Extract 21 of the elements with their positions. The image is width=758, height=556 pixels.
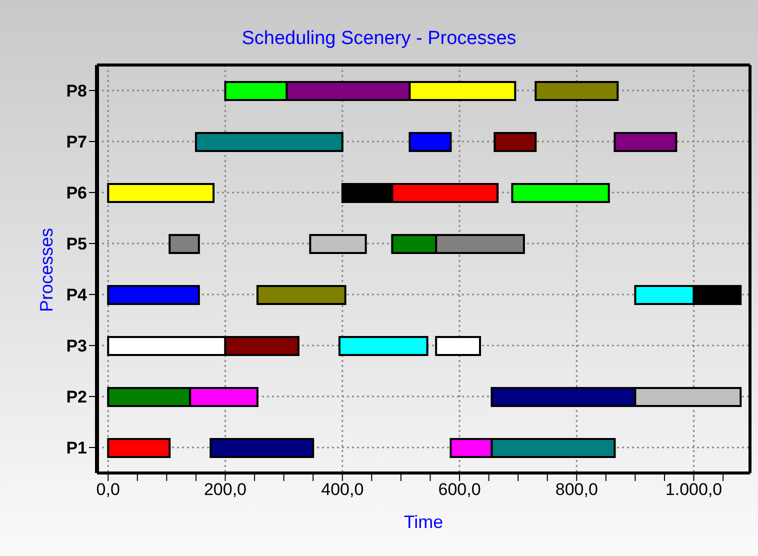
y-tick-label: P8	[66, 82, 87, 101]
x-tick-label: 1.000,0	[665, 480, 722, 500]
y-axis-title: Processes	[36, 228, 58, 312]
bar	[210, 438, 314, 458]
x-tick-label: 600,0	[438, 480, 481, 500]
chart-title: Scheduling Scenery - Processes	[240, 28, 518, 50]
bar	[338, 336, 428, 356]
x-axis-title: Time	[402, 512, 444, 533]
y-tick-label: P7	[66, 132, 87, 152]
x-tick-label: 200,0	[204, 480, 247, 500]
x-tick-label: 400,0	[321, 480, 364, 500]
bar	[107, 183, 215, 203]
x-tick-label: 0,0	[96, 480, 120, 500]
y-tick-label: P6	[66, 184, 87, 203]
y-tick-label: P3	[66, 336, 87, 356]
x-tick-label: 800,0	[555, 480, 598, 500]
y-tick-label: P4	[66, 286, 88, 305]
y-tick-label: P1	[66, 438, 87, 458]
y-tick-label: P2	[66, 388, 87, 407]
bar	[107, 438, 171, 458]
y-tick-label: P5	[66, 234, 87, 254]
